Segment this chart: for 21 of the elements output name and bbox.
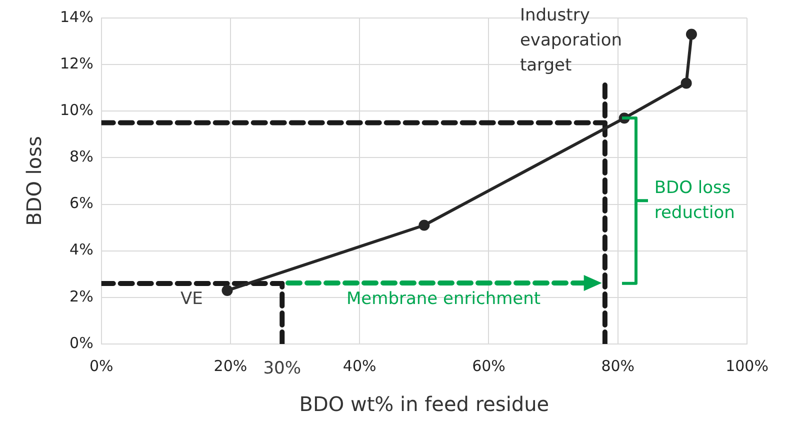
y-axis-title: BDO loss bbox=[22, 136, 46, 226]
x-tick-label: 40% bbox=[342, 356, 376, 375]
y-tick-label: 14% bbox=[60, 8, 94, 26]
x-tick-label: 80% bbox=[601, 356, 635, 375]
y-tick-label: 6% bbox=[70, 194, 94, 212]
y-tick-label: 0% bbox=[70, 334, 94, 352]
x-tick-label: 0% bbox=[89, 356, 114, 375]
text: 30% bbox=[263, 358, 302, 378]
annotation: BDO loss reduction bbox=[654, 178, 735, 224]
y-tick-label: 12% bbox=[60, 54, 94, 72]
annotation: VE bbox=[180, 288, 203, 309]
y-tick-label: 4% bbox=[70, 240, 94, 259]
x-axis-title: BDO wt% in feed residue bbox=[299, 392, 550, 416]
y-tick-label: 2% bbox=[70, 287, 94, 306]
annotation: Membrane enrichment bbox=[346, 288, 541, 309]
y-tick-label: 8% bbox=[70, 148, 94, 166]
annotation: Industry evaporation target bbox=[520, 5, 622, 76]
x-tick-label: 100% bbox=[726, 356, 768, 375]
y-tick-label: 10% bbox=[60, 101, 94, 120]
x-tick-label: 60% bbox=[472, 356, 506, 375]
x-tick-label: 20% bbox=[214, 356, 248, 375]
